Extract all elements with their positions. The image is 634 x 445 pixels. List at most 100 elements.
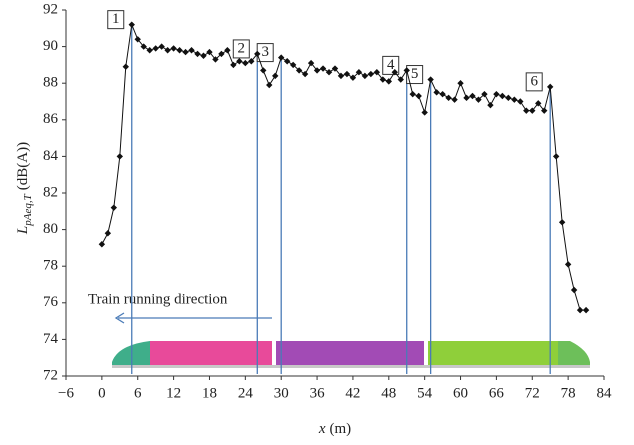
point	[326, 69, 332, 75]
point	[105, 230, 111, 236]
point	[152, 45, 158, 51]
x-tick-label: 84	[597, 385, 613, 401]
y-label-var: L	[15, 226, 31, 235]
point	[577, 307, 583, 313]
chart: LpAeq,T (dB(A)) x(m) Train running direct…	[0, 0, 634, 445]
point	[266, 82, 272, 88]
point	[511, 96, 517, 102]
peak-label: 2	[238, 40, 246, 56]
y-tick-label: 88	[43, 75, 58, 91]
peak-label: 5	[411, 66, 419, 82]
x-axis-label: x(m)	[318, 421, 351, 437]
point	[230, 62, 236, 68]
point	[344, 71, 350, 77]
point	[421, 109, 427, 115]
point	[99, 241, 105, 247]
y-tick-label: 86	[43, 111, 59, 127]
point	[445, 95, 451, 101]
x-tick-label: 60	[453, 385, 468, 401]
point	[272, 73, 278, 79]
x-tick-label: 78	[561, 385, 576, 401]
y-tick-label: 72	[43, 367, 58, 383]
x-tick-label: 66	[489, 385, 505, 401]
peak-label: 3	[261, 44, 269, 60]
point	[553, 153, 559, 159]
x-tick-label: 54	[417, 385, 433, 401]
y-label-unit: (dB(A))	[15, 142, 31, 190]
x-tick-label: 12	[166, 385, 181, 401]
point	[188, 47, 194, 53]
x-label-unit: (m)	[330, 421, 352, 437]
point	[194, 51, 200, 57]
point	[547, 84, 553, 90]
point	[517, 98, 523, 104]
x-tick-label: 30	[274, 385, 289, 401]
point	[457, 80, 463, 86]
point	[146, 47, 152, 53]
point	[362, 73, 368, 79]
point	[200, 53, 206, 59]
point	[176, 47, 182, 53]
point	[158, 43, 164, 49]
annotation: Train running direction	[88, 291, 228, 307]
point	[320, 65, 326, 71]
point	[505, 95, 511, 101]
x-tick-label: −6	[58, 385, 74, 401]
train-illustration	[112, 341, 590, 368]
point	[451, 96, 457, 102]
point	[242, 60, 248, 66]
y-axis-label: LpAeq,T (dB(A))	[15, 142, 33, 235]
y-tick-label: 78	[43, 258, 58, 274]
point	[523, 107, 529, 113]
point	[410, 91, 416, 97]
point	[236, 58, 242, 64]
x-tick-label: 24	[238, 385, 254, 401]
peak-label: 1	[112, 11, 120, 27]
point	[129, 21, 135, 27]
point	[123, 64, 129, 70]
point	[559, 219, 565, 225]
series-line	[102, 25, 586, 310]
peak-label: 6	[530, 73, 538, 89]
y-tick-label: 84	[43, 148, 59, 164]
point	[427, 76, 433, 82]
point	[469, 93, 475, 99]
point	[415, 93, 421, 99]
point	[571, 287, 577, 293]
point	[463, 95, 469, 101]
x-tick-label: 6	[134, 385, 142, 401]
direction-arrow	[116, 313, 272, 323]
y-tick-label: 80	[43, 221, 58, 237]
y-tick-label: 76	[43, 294, 59, 310]
point	[284, 58, 290, 64]
point	[439, 91, 445, 97]
x-tick-label: 42	[345, 385, 360, 401]
y-tick-label: 74	[43, 331, 59, 347]
y-tick-label: 92	[43, 1, 58, 17]
point	[493, 91, 499, 97]
x-tick-label: 36	[310, 385, 326, 401]
x-tick-label: 48	[381, 385, 396, 401]
point	[368, 71, 374, 77]
point	[302, 71, 308, 77]
point	[583, 307, 589, 313]
point	[386, 78, 392, 84]
x-tick-label: 18	[202, 385, 217, 401]
x-tick-label: 72	[525, 385, 540, 401]
point	[487, 102, 493, 108]
point	[433, 89, 439, 95]
point	[260, 67, 266, 73]
point	[182, 49, 188, 55]
point	[164, 47, 170, 53]
point	[111, 204, 117, 210]
point	[117, 153, 123, 159]
point	[224, 47, 230, 53]
point	[278, 54, 284, 60]
y-tick-label: 82	[43, 184, 58, 200]
x-label-var: x	[318, 421, 326, 437]
point	[499, 93, 505, 99]
point	[565, 261, 571, 267]
y-label-sub: pAeq,T	[22, 193, 34, 226]
x-tick-label: 0	[98, 385, 106, 401]
y-tick-label: 90	[43, 38, 58, 54]
